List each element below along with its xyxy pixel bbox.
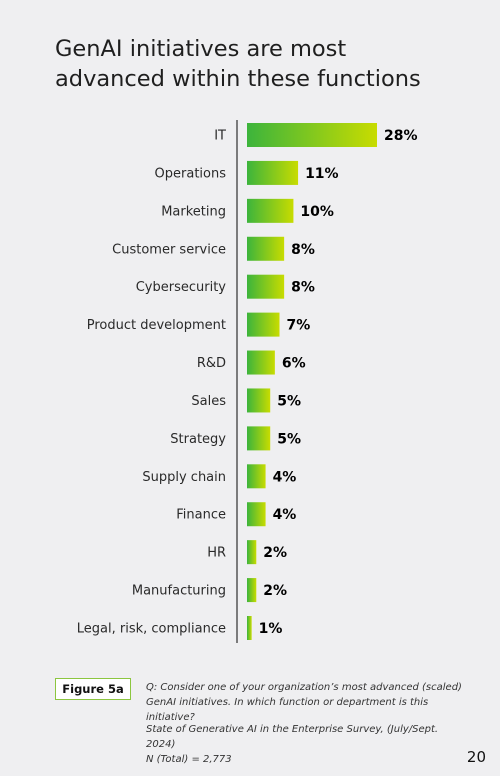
bar [247,123,377,147]
category-label: Legal, risk, compliance [77,622,226,637]
value-label: 11% [305,166,339,182]
chart-title-line-2: advanced within these functions [55,66,421,92]
survey-question-line-1: Q: Consider one of your organization’s m… [146,682,462,693]
figure-label: Figure 5a [55,678,131,700]
bar [247,464,266,489]
bar [247,236,285,261]
value-label: 5% [277,393,301,409]
value-label: 2% [263,545,287,561]
value-label: 6% [282,356,306,372]
bar [247,312,280,337]
category-label: Cybersecurity [136,280,227,295]
bar [247,160,299,185]
value-label: 1% [259,621,283,637]
bar [247,502,266,527]
value-label: 4% [273,507,297,523]
bar [247,274,285,299]
source-line-1: State of Generative AI in the Enterprise… [146,724,439,750]
bar [247,350,275,375]
value-label: 5% [277,431,301,447]
bar [247,616,252,640]
value-label: 2% [263,583,287,599]
category-label: HR [207,546,226,561]
category-label: Operations [155,166,227,181]
bar [247,198,294,223]
category-label: Finance [176,508,226,523]
category-label: Strategy [170,432,226,447]
source-note: State of Generative AI in the Enterprise… [146,722,466,767]
category-label: Marketing [161,204,226,219]
bar [247,578,257,603]
category-label: IT [214,129,226,144]
source-line-2: N (Total) = 2,773 [146,754,232,765]
category-label: Supply chain [142,470,226,485]
bar [247,540,257,565]
value-label: 7% [287,318,311,334]
bar [247,388,271,413]
bar [247,426,271,451]
bar-chart: IT 28% Operations 11% Marketing 10% Customer s… [77,120,418,643]
category-label: Sales [191,394,226,409]
value-label: 8% [291,280,315,296]
category-label: Customer service [112,242,226,257]
value-label: 8% [291,242,315,258]
category-label: R&D [197,356,226,371]
chart-title: GenAI initiatives are most advanced with… [55,34,475,94]
survey-question: Q: Consider one of your organization’s m… [146,680,466,725]
category-label: Manufacturing [132,584,226,599]
value-label: 28% [384,128,418,144]
category-label: Product development [87,318,226,333]
chart-title-line-1: GenAI initiatives are most [55,36,347,62]
value-label: 4% [273,469,297,485]
page-number: 20 [466,748,486,766]
survey-question-line-2: GenAI initiatives. In which function or … [146,697,429,723]
value-label: 10% [300,204,334,220]
